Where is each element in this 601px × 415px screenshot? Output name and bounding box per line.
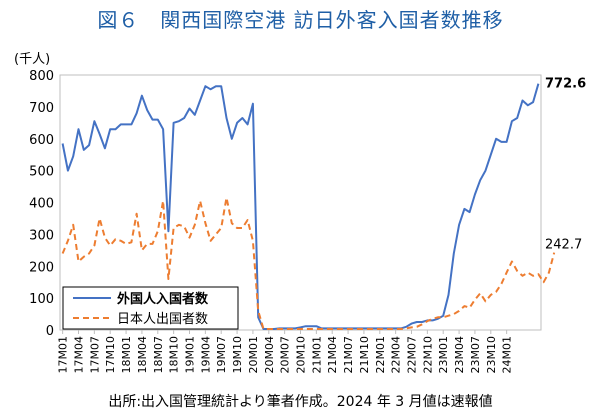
- x-tick-label: 22M01: [374, 336, 387, 374]
- x-tick-label: 22M07: [406, 336, 419, 374]
- x-tick-label: 20M04: [263, 336, 276, 374]
- x-axis-ticks: 17M01 17M04 17M07 17M10 18M01 18M04 18M07 18M10…: [57, 330, 514, 374]
- x-tick-label: 21M07: [342, 336, 355, 374]
- x-tick-label: 19M07: [215, 336, 228, 374]
- x-tick-label: 20M07: [279, 336, 292, 374]
- x-tick-label: 18M10: [168, 336, 181, 374]
- y-tick-label: 500: [29, 165, 54, 180]
- x-tick-label: 23M04: [453, 336, 466, 374]
- x-tick-label: 23M07: [469, 336, 482, 374]
- x-tick-label: 23M01: [437, 336, 450, 374]
- legend-label-foreign: 外国人入国者数: [116, 291, 209, 307]
- x-tick-label: 24M01: [501, 336, 514, 374]
- y-axis-unit-label: (千人): [14, 52, 51, 67]
- legend-label-japanese: 日本人出国者数: [117, 312, 208, 327]
- x-tick-label: 18M01: [120, 336, 133, 374]
- legend-box: [62, 286, 239, 330]
- x-tick-label: 17M04: [73, 336, 86, 374]
- x-tick-label: 20M10: [295, 336, 308, 374]
- foreign-end-label: 772.6: [545, 77, 586, 92]
- y-tick-label: 700: [29, 101, 54, 116]
- foreign-visitors-line: [61, 83, 540, 330]
- y-tick-label: 100: [29, 292, 54, 307]
- y-tick-label: 200: [29, 260, 54, 275]
- x-tick-label: 22M10: [421, 336, 434, 374]
- end-value-labels: 772.6 242.7: [545, 77, 586, 253]
- x-tick-label: 19M04: [199, 336, 212, 374]
- y-tick-label: 400: [29, 197, 54, 212]
- x-tick-label: 18M04: [136, 336, 149, 374]
- x-tick-label: 18M07: [152, 336, 165, 374]
- chart-title: 図６ 関西国際空港 訪日外客入国者数推移: [97, 8, 504, 32]
- x-tick-label: 23M10: [485, 336, 498, 374]
- x-tick-label: 17M07: [88, 336, 101, 374]
- y-tick-label: 300: [29, 228, 54, 243]
- source-note: 出所:出入国管理統計より筆者作成。2024 年 3 月値は速報値: [108, 394, 493, 410]
- series-lines: [61, 83, 556, 330]
- x-tick-label: 19M10: [231, 336, 244, 374]
- x-tick-label: 21M04: [326, 336, 339, 374]
- x-tick-label: 21M01: [310, 336, 323, 374]
- y-axis-ticks: 0 100 200 300 400 500 600 700 800: [29, 69, 54, 339]
- y-tick-label: 800: [29, 69, 54, 84]
- x-tick-label: 17M01: [57, 336, 70, 374]
- y-tick-label: 600: [29, 133, 54, 148]
- y-tick-label: 0: [46, 324, 54, 339]
- x-tick-label: 21M10: [358, 336, 371, 374]
- japanese-end-label: 242.7: [545, 238, 582, 253]
- x-tick-label: 22M04: [390, 336, 403, 374]
- x-tick-label: 19M01: [184, 336, 197, 374]
- x-tick-label: 17M10: [104, 336, 117, 374]
- japanese-departures-line: [61, 196, 556, 330]
- x-tick-label: 20M01: [247, 336, 260, 374]
